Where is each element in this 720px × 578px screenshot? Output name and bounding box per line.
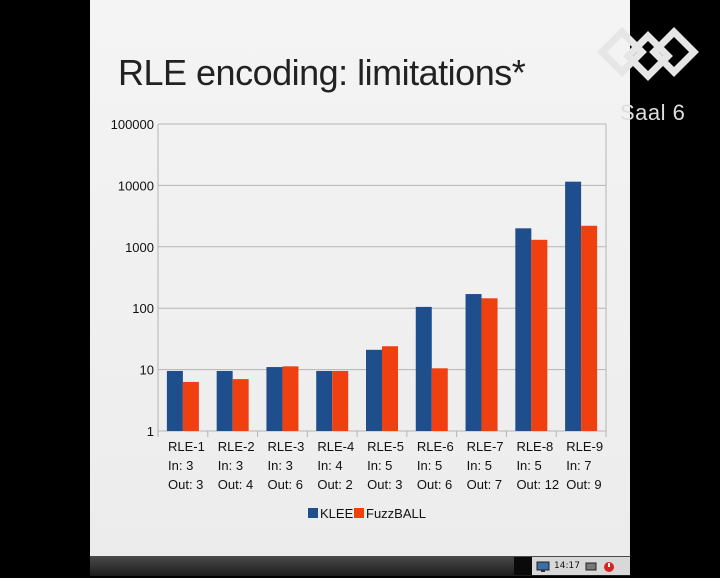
network-icon[interactable]: [584, 560, 598, 572]
bar-klee: [465, 294, 482, 431]
x-category-label: RLE-2: [218, 439, 255, 454]
x-category-label: In: 7: [566, 458, 591, 473]
bar-klee: [266, 367, 283, 431]
bar-klee: [565, 181, 582, 431]
y-tick-label: 100: [132, 301, 154, 316]
x-category-label: RLE-7: [467, 439, 504, 454]
bar-fuzzball: [581, 225, 598, 431]
x-category-label: Out: 3: [168, 477, 203, 492]
legend-label: FuzzBALL: [366, 506, 426, 521]
y-tick-label: 10000: [118, 178, 154, 193]
x-category-label: In: 5: [417, 458, 442, 473]
legend-swatch-fuzzball: [354, 508, 364, 518]
x-category-label: In: 5: [467, 458, 492, 473]
bar-klee: [316, 370, 333, 431]
system-tray: 14:17: [514, 557, 630, 575]
hall-watermark: Saal 6: [620, 100, 686, 125]
bar-chart: 1 10 100 1000 10000 100000 RLE-1 In: 3 Out: 3 RLE…: [111, 117, 607, 521]
legend-swatch-klee: [308, 508, 318, 518]
x-category-label: Out: 3: [367, 477, 402, 492]
bar-klee: [415, 306, 432, 431]
x-category-label: Out: 2: [317, 477, 352, 492]
bar-fuzzball: [531, 239, 548, 431]
x-category-label: In: 3: [268, 458, 293, 473]
x-category-label: In: 4: [317, 458, 342, 473]
bar-fuzzball: [431, 368, 448, 431]
monitor-icon[interactable]: [536, 560, 550, 572]
x-category-label: RLE-3: [268, 439, 305, 454]
tray-spacer: [514, 557, 532, 575]
x-category-label: Out: 4: [218, 477, 253, 492]
y-tick-label: 1000: [125, 240, 154, 255]
bar-klee: [366, 349, 382, 431]
x-category-label: In: 5: [367, 458, 392, 473]
x-category-label: Out: 6: [268, 477, 303, 492]
y-tick-label: 100000: [111, 117, 154, 132]
channel-logo-icon: [597, 27, 699, 81]
x-category-label: Out: 9: [566, 477, 601, 492]
x-category-label: In: 5: [516, 458, 541, 473]
bar-fuzzball: [332, 370, 349, 431]
slide-title: RLE encoding: limitations*: [118, 52, 526, 93]
x-category-label: RLE-1: [168, 439, 205, 454]
bar-fuzzball: [282, 366, 299, 431]
x-category-label: Out: 6: [417, 477, 452, 492]
x-category-label: In: 3: [168, 458, 193, 473]
x-category-label: RLE-6: [417, 439, 454, 454]
x-category-label: RLE-9: [566, 439, 603, 454]
presentation-slide: RLE encoding: limitations* 1 10 100 1000 100…: [90, 0, 630, 560]
bar-fuzzball: [481, 298, 498, 431]
bar-fuzzball: [182, 381, 199, 431]
x-category-label: RLE-4: [317, 439, 354, 454]
legend-label: KLEE: [320, 506, 354, 521]
bar-klee: [515, 228, 532, 431]
y-tick-label: 1: [147, 424, 154, 439]
power-icon[interactable]: [602, 560, 616, 572]
bar-klee: [166, 370, 183, 431]
bar-fuzzball: [382, 346, 398, 431]
y-tick-label: 10: [140, 363, 154, 378]
bar-klee: [216, 370, 233, 431]
x-category-label: RLE-8: [516, 439, 553, 454]
x-category-label: RLE-5: [367, 439, 404, 454]
clock[interactable]: 14:17: [554, 561, 580, 571]
x-category-label: Out: 7: [467, 477, 502, 492]
taskbar: 14:17: [90, 556, 630, 576]
bar-fuzzball: [232, 379, 249, 431]
x-category-label: Out: 12: [516, 477, 559, 492]
x-category-label: In: 3: [218, 458, 243, 473]
